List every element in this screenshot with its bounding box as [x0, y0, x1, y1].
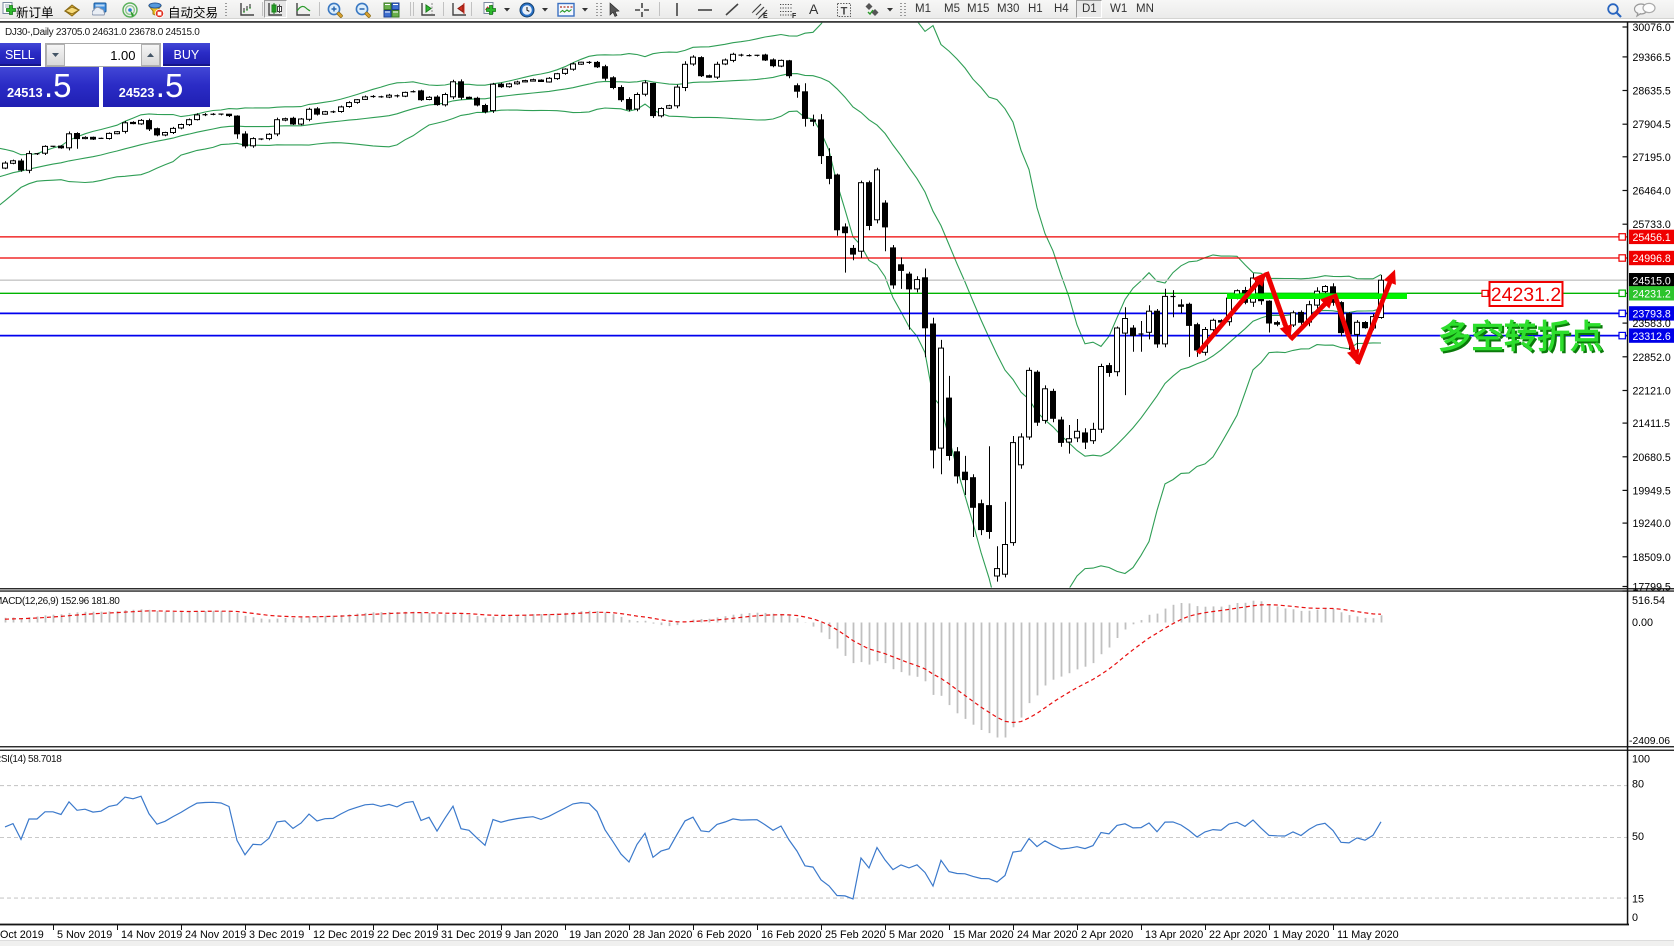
svg-text:0.00: 0.00 [1632, 617, 1653, 629]
svg-text:9 Jan 2020: 9 Jan 2020 [505, 929, 558, 941]
svg-text:27904.5: 27904.5 [1633, 119, 1671, 131]
svg-text:26464.0: 26464.0 [1633, 186, 1671, 198]
svg-text:516.54: 516.54 [1632, 595, 1665, 607]
svg-text:1 May 2020: 1 May 2020 [1273, 929, 1329, 941]
svg-text:-2409.06: -2409.06 [1629, 736, 1670, 747]
svg-text:100: 100 [1632, 754, 1650, 766]
svg-text:21411.5: 21411.5 [1633, 418, 1671, 430]
svg-text:22 Dec 2019: 22 Dec 2019 [377, 929, 438, 941]
svg-text:24 Nov 2019: 24 Nov 2019 [185, 929, 246, 941]
svg-text:22 Apr 2020: 22 Apr 2020 [1209, 929, 1267, 941]
svg-text:2 Apr 2020: 2 Apr 2020 [1081, 929, 1133, 941]
svg-text:23583.0: 23583.0 [1633, 318, 1671, 330]
svg-text:12 Dec 2019: 12 Dec 2019 [313, 929, 374, 941]
svg-text:19 Jan 2020: 19 Jan 2020 [569, 929, 628, 941]
svg-text:24 Mar 2020: 24 Mar 2020 [1017, 929, 1078, 941]
svg-text:16 Feb 2020: 16 Feb 2020 [761, 929, 822, 941]
svg-text:5 Nov 2019: 5 Nov 2019 [57, 929, 112, 941]
svg-text:31 Dec 2019: 31 Dec 2019 [441, 929, 502, 941]
svg-text:13 Apr 2020: 13 Apr 2020 [1145, 929, 1203, 941]
svg-text:30076.0: 30076.0 [1633, 22, 1671, 34]
svg-text:Oct 2019: Oct 2019 [0, 929, 44, 941]
svg-text:22852.0: 22852.0 [1633, 352, 1671, 364]
svg-text:25 Feb 2020: 25 Feb 2020 [825, 929, 886, 941]
svg-text:23312.6: 23312.6 [1633, 331, 1671, 343]
svg-text:RSI(14) 58.7018: RSI(14) 58.7018 [0, 754, 62, 765]
svg-text:多空转折点: 多空转折点 [1440, 320, 1605, 357]
svg-text:11 May 2020: 11 May 2020 [1337, 929, 1399, 941]
svg-text:29366.5: 29366.5 [1633, 52, 1671, 64]
svg-text:28 Jan 2020: 28 Jan 2020 [633, 929, 692, 941]
svg-text:28635.5: 28635.5 [1633, 86, 1671, 98]
svg-text:DJ30-,Daily 23705.0 24631.0 2: DJ30-,Daily 23705.0 24631.0 23678.0 2451… [5, 27, 200, 38]
svg-text:19949.5: 19949.5 [1633, 485, 1671, 497]
svg-text:19240.0: 19240.0 [1633, 518, 1671, 530]
svg-text:50: 50 [1632, 831, 1644, 843]
svg-text:27195.0: 27195.0 [1633, 152, 1671, 164]
svg-text:MACD(12,26,9) 152.96 181.80: MACD(12,26,9) 152.96 181.80 [0, 596, 120, 607]
svg-text:24231.2: 24231.2 [1633, 289, 1671, 301]
svg-text:17799.5: 17799.5 [1633, 582, 1671, 594]
svg-text:6 Feb 2020: 6 Feb 2020 [697, 929, 752, 941]
svg-text:24231.2: 24231.2 [1491, 284, 1562, 306]
svg-text:25733.0: 25733.0 [1633, 219, 1671, 231]
svg-text:20680.5: 20680.5 [1633, 452, 1671, 464]
svg-text:E: E [763, 13, 768, 19]
svg-text:14 Nov 2019: 14 Nov 2019 [121, 929, 182, 941]
svg-text:24515.0: 24515.0 [1633, 275, 1671, 287]
svg-text:18509.0: 18509.0 [1633, 552, 1671, 564]
svg-text:25456.1: 25456.1 [1633, 232, 1671, 244]
svg-text:多空转折点: 多空转折点 [1438, 318, 1603, 355]
svg-text:T: T [841, 6, 848, 18]
svg-text:5 Mar 2020: 5 Mar 2020 [889, 929, 944, 941]
svg-text:15 Mar 2020: 15 Mar 2020 [953, 929, 1014, 941]
svg-text:3 Dec 2019: 3 Dec 2019 [249, 929, 304, 941]
svg-text:0: 0 [1632, 912, 1638, 924]
svg-text:15: 15 [1632, 894, 1644, 906]
svg-text:23793.8: 23793.8 [1633, 309, 1671, 321]
svg-text:80: 80 [1632, 779, 1644, 791]
svg-text:22121.0: 22121.0 [1633, 386, 1671, 398]
svg-text:24996.8: 24996.8 [1633, 253, 1671, 265]
svg-text:F: F [792, 13, 797, 19]
